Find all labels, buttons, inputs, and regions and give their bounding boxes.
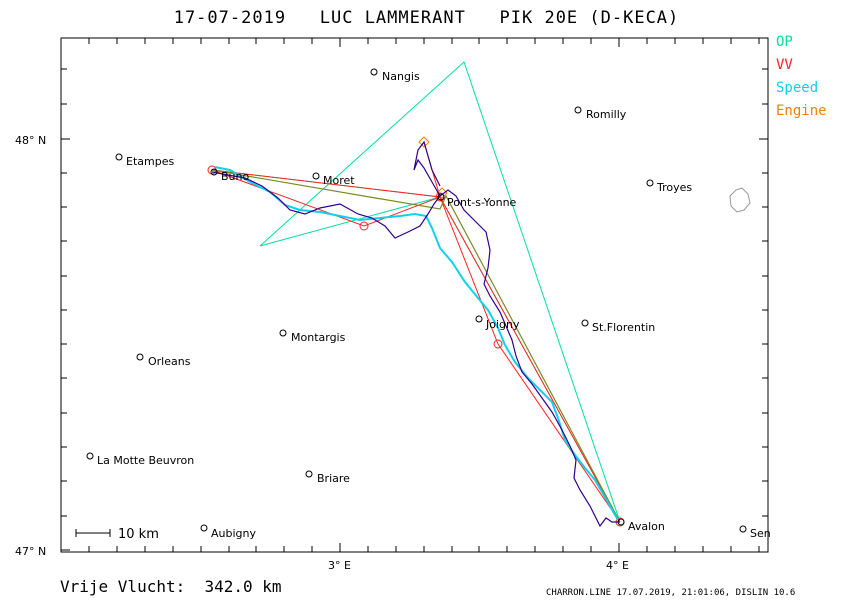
place-nangis: Nangis — [382, 70, 420, 83]
scale-bar — [75, 529, 111, 537]
op-track — [211, 61, 621, 523]
place-markers — [86, 68, 747, 533]
place-avalon: Avalon — [628, 520, 665, 533]
place-aubigny: Aubigny — [211, 527, 256, 540]
place-orleans: Orleans — [148, 355, 191, 368]
place-etampes: Etampes — [126, 155, 174, 168]
legend-vv: VV — [776, 57, 793, 73]
lat-label-47: 47° N — [15, 545, 46, 558]
free-flight-distance: Vrije Vlucht: 342.0 km — [60, 577, 282, 596]
place-romilly: Romilly — [586, 108, 627, 121]
lon-label-4: 4° E — [606, 559, 629, 572]
vv-turnpoints — [207, 165, 625, 527]
place-troyes: Troyes — [656, 181, 692, 194]
lat-label-48: 48° N — [15, 134, 46, 147]
footer-info: CHARRON.LINE 17.07.2019, 21:01:06, DISLI… — [546, 588, 796, 598]
plot-frame — [60, 37, 769, 553]
vv-track — [211, 169, 621, 523]
place-montargis: Montargis — [291, 331, 346, 344]
place-moret: Moret — [323, 174, 355, 187]
engine-marker — [418, 136, 430, 148]
place-la-motte-beuvron: La Motte Beuvron — [97, 454, 194, 467]
legend-speed: Speed — [776, 80, 819, 96]
engine-track — [211, 169, 621, 523]
legend-engine: Engine — [776, 103, 827, 119]
region-outline — [729, 187, 751, 213]
flight-path — [211, 171, 620, 528]
place-pont-s-yonne: Pont-s-Yonne — [447, 196, 517, 209]
place-buno: Buno — [221, 170, 249, 183]
flight-path-north — [413, 140, 441, 197]
place-sen: Sen — [750, 527, 771, 540]
lon-label-3: 3° E — [328, 559, 351, 572]
speed-track — [214, 166, 619, 521]
place-st-florentin: St.Florentin — [592, 321, 655, 334]
map-title: 17-07-2019 LUC LAMMERANT PIK 20E (D-KECA… — [173, 8, 680, 28]
place-joigny: Joigny — [485, 318, 520, 331]
place-briare: Briare — [317, 472, 350, 485]
lat-tick-marks — [61, 68, 768, 551]
lon-tick-marks — [88, 38, 760, 552]
legend-op: OP — [776, 34, 793, 50]
scale-label: 10 km — [118, 527, 159, 542]
